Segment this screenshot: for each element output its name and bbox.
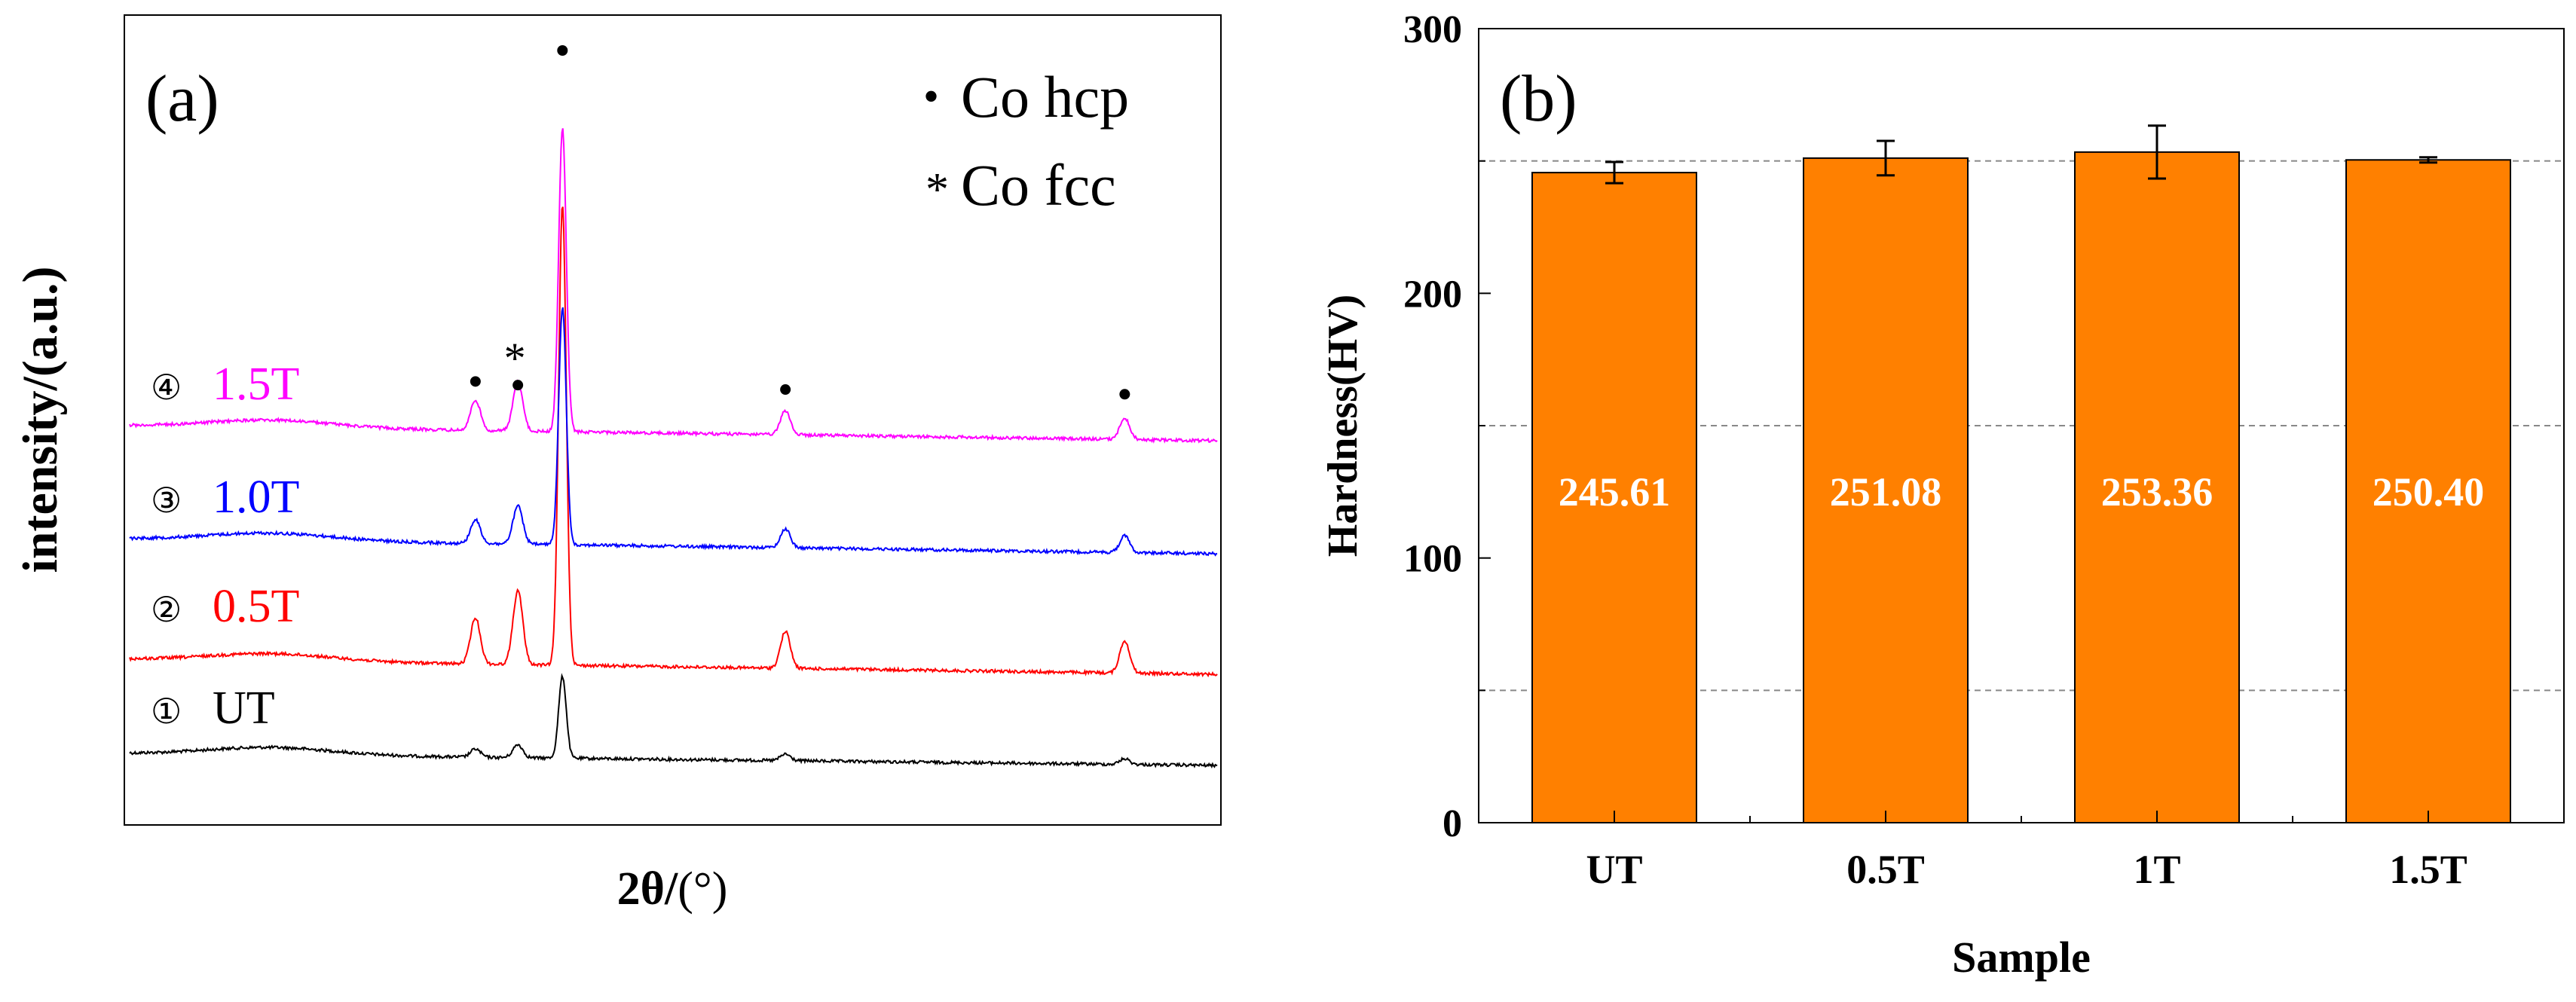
xrd-peak-markers: *: [470, 45, 1130, 400]
xrd-series-label: 0.5T: [213, 581, 299, 632]
hardness-value-label: 245.61: [1559, 469, 1671, 515]
hardness-x-tick-label: UT: [1586, 847, 1642, 892]
hardness-bar: [2074, 151, 2240, 823]
hardness-y-tick-label: 100: [1403, 538, 1462, 581]
xrd-plot-frame: [124, 14, 1222, 826]
hardness-x-tick-label: 0.5T: [1846, 847, 1925, 892]
hardness-y-tick-label: 0: [1442, 802, 1462, 845]
xrd-series-index: ②: [151, 591, 182, 629]
hardness-value-label: 250.40: [2373, 469, 2485, 515]
legend-label-fcc: Co fcc: [961, 152, 1116, 218]
xrd-series-line: [129, 673, 1218, 769]
xrd-series-label: 1.0T: [213, 472, 299, 523]
xrd-legend: • Co hcp * Co fcc: [923, 64, 1129, 218]
xrd-x-axis-main: 2θ/: [617, 863, 678, 915]
xrd-peak-marker: [780, 384, 791, 396]
xrd-series-labels: ① UT ② 0.5T ③ 1.0T ④ 1.5T: [151, 359, 299, 734]
legend-marker-hcp: •: [923, 72, 939, 121]
hardness-x-tick-label: 1.5T: [2389, 847, 2467, 892]
xrd-peak-marker: [557, 45, 568, 56]
hardness-y-axis-label: Hardness(HV): [1320, 295, 1366, 557]
xrd-peak-marker: [512, 380, 524, 391]
hardness-panel: 245.61 251.08 253.36 250.40 0 100 200 300 UT 0.…: [1320, 8, 2565, 982]
xrd-panel: (a) ① UT ② 0.5T ③ 1.0T ④ 1.5T * • Co hcp * Co f…: [13, 14, 1222, 915]
xrd-x-axis-unit: (°): [678, 863, 727, 915]
xrd-series-index: ④: [151, 368, 182, 407]
xrd-series-line: [129, 128, 1218, 444]
hardness-x-ticks: UT 0.5T 1T 1.5T: [1478, 811, 2565, 892]
hardness-panel-label: (b): [1500, 63, 1577, 136]
hardness-y-tick-label: 300: [1403, 8, 1462, 51]
hardness-y-tick-label: 200: [1403, 273, 1462, 316]
xrd-series-label: 1.5T: [213, 359, 299, 410]
xrd-peak-marker: [1119, 389, 1130, 400]
xrd-x-axis-label: 2θ/(°): [617, 863, 728, 915]
legend-marker-fcc: *: [925, 164, 949, 215]
hardness-bar: [2345, 159, 2511, 823]
hardness-value-label: 251.08: [1830, 469, 1942, 515]
hardness-x-axis-label: Sample: [1952, 933, 2091, 982]
xrd-series-index: ③: [151, 481, 182, 520]
hardness-y-ticks: 0 100 200 300: [1403, 8, 1491, 845]
legend-label-hcp: Co hcp: [961, 64, 1129, 130]
xrd-panel-label: (a): [145, 63, 219, 136]
xrd-series-line: [129, 307, 1218, 557]
hardness-value-label: 253.36: [2101, 469, 2213, 515]
xrd-series-index: ①: [151, 692, 182, 731]
hardness-bars: 245.61 251.08 253.36 250.40: [1531, 124, 2511, 824]
hardness-x-tick-label: 1T: [2133, 847, 2180, 892]
xrd-series-label: UT: [213, 683, 275, 734]
xrd-series-line: [129, 206, 1218, 678]
xrd-y-axis-label: intensity/(a.u.): [13, 266, 68, 573]
xrd-peak-marker: [470, 376, 481, 387]
xrd-series-group: [129, 128, 1218, 769]
xrd-peak-marker: *: [504, 334, 526, 383]
